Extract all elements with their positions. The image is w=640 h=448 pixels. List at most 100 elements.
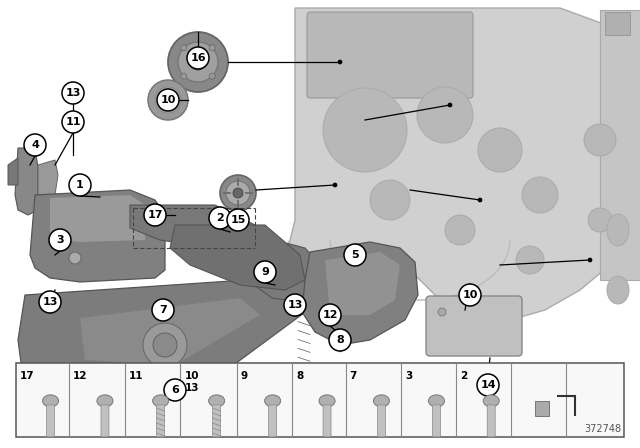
Polygon shape: [50, 195, 145, 242]
Circle shape: [209, 73, 215, 79]
Ellipse shape: [607, 214, 629, 246]
Circle shape: [62, 82, 84, 104]
Text: 13: 13: [65, 88, 81, 98]
Circle shape: [459, 284, 481, 306]
Circle shape: [584, 124, 616, 156]
FancyBboxPatch shape: [16, 363, 624, 437]
Circle shape: [522, 177, 558, 213]
Circle shape: [209, 207, 231, 229]
Circle shape: [338, 60, 342, 64]
Circle shape: [226, 181, 250, 205]
Circle shape: [187, 47, 209, 69]
Text: 17: 17: [20, 371, 35, 381]
Polygon shape: [534, 401, 548, 416]
Ellipse shape: [319, 395, 335, 407]
FancyBboxPatch shape: [269, 405, 276, 437]
Circle shape: [323, 88, 407, 172]
Text: 3: 3: [56, 235, 64, 245]
Text: 4: 4: [31, 140, 39, 150]
Circle shape: [181, 45, 187, 51]
Circle shape: [62, 111, 84, 133]
Text: 2: 2: [216, 213, 224, 223]
Circle shape: [144, 204, 166, 226]
FancyBboxPatch shape: [157, 405, 164, 437]
Text: 8: 8: [336, 335, 344, 345]
Polygon shape: [248, 235, 320, 302]
Text: 16: 16: [190, 53, 206, 63]
Polygon shape: [280, 8, 638, 320]
FancyBboxPatch shape: [426, 296, 522, 356]
Polygon shape: [325, 252, 400, 315]
Circle shape: [417, 87, 473, 143]
Text: 5: 5: [351, 250, 359, 260]
FancyBboxPatch shape: [307, 12, 473, 98]
Polygon shape: [302, 242, 418, 345]
Circle shape: [445, 215, 475, 245]
Ellipse shape: [374, 395, 390, 407]
Circle shape: [69, 174, 91, 196]
Ellipse shape: [152, 395, 169, 407]
Text: 11: 11: [65, 117, 81, 127]
Ellipse shape: [265, 395, 280, 407]
Text: 14: 14: [480, 380, 496, 390]
Circle shape: [329, 329, 351, 351]
Circle shape: [181, 73, 187, 79]
Circle shape: [227, 209, 249, 231]
Text: 8: 8: [296, 371, 304, 381]
FancyBboxPatch shape: [212, 405, 221, 437]
Ellipse shape: [483, 395, 499, 407]
Text: 13: 13: [42, 297, 58, 307]
Circle shape: [370, 180, 410, 220]
Text: 1: 1: [76, 180, 84, 190]
Text: 9: 9: [241, 371, 248, 381]
Circle shape: [516, 246, 544, 274]
Circle shape: [588, 208, 612, 232]
Polygon shape: [15, 148, 38, 215]
Circle shape: [333, 183, 337, 187]
Circle shape: [448, 103, 452, 107]
Polygon shape: [130, 205, 260, 250]
Circle shape: [157, 89, 179, 111]
Polygon shape: [30, 190, 165, 282]
Circle shape: [39, 291, 61, 313]
Circle shape: [284, 294, 306, 316]
Circle shape: [438, 308, 446, 316]
FancyBboxPatch shape: [433, 405, 440, 437]
FancyBboxPatch shape: [378, 405, 385, 437]
Circle shape: [69, 252, 81, 264]
Polygon shape: [170, 225, 305, 290]
Text: 13: 13: [287, 300, 303, 310]
Circle shape: [478, 198, 482, 202]
Text: 15: 15: [230, 215, 246, 225]
Circle shape: [24, 134, 46, 156]
Circle shape: [190, 54, 206, 70]
Circle shape: [344, 244, 366, 266]
Polygon shape: [605, 12, 630, 35]
Text: 7: 7: [159, 305, 167, 315]
Text: 372748: 372748: [584, 424, 621, 434]
FancyBboxPatch shape: [47, 405, 54, 437]
Text: 9: 9: [261, 267, 269, 277]
Circle shape: [153, 333, 177, 357]
Ellipse shape: [97, 395, 113, 407]
Circle shape: [164, 379, 186, 401]
Circle shape: [209, 45, 215, 51]
Circle shape: [220, 175, 256, 211]
Circle shape: [477, 374, 499, 396]
Circle shape: [588, 258, 592, 262]
Text: 17: 17: [147, 210, 163, 220]
Polygon shape: [38, 160, 58, 195]
Polygon shape: [8, 158, 18, 185]
Circle shape: [163, 95, 173, 105]
Text: 2: 2: [460, 371, 467, 381]
Circle shape: [233, 188, 243, 198]
Text: 13: 13: [184, 383, 199, 393]
Text: 10: 10: [462, 290, 477, 300]
Circle shape: [49, 229, 71, 251]
Text: 10: 10: [184, 371, 199, 381]
Text: 11: 11: [129, 371, 143, 381]
Polygon shape: [18, 278, 308, 390]
Circle shape: [148, 80, 188, 120]
Circle shape: [143, 323, 187, 367]
Text: 12: 12: [323, 310, 338, 320]
